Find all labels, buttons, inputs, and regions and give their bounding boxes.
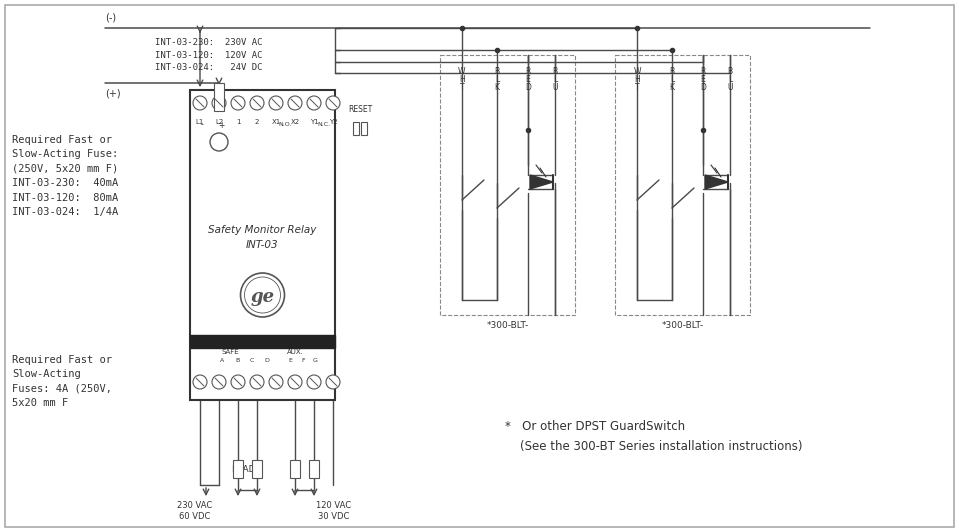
Polygon shape [705,175,728,189]
Text: H: H [634,74,640,84]
Bar [190,335,335,348]
Circle shape [250,375,264,389]
Text: OUTPUTS: OUTPUTS [244,338,281,345]
Text: X2: X2 [291,119,299,125]
Text: L: L [495,74,499,84]
Text: 230 VAC
60 VDC: 230 VAC 60 VDC [177,501,213,521]
Circle shape [231,375,245,389]
Circle shape [326,375,340,389]
Text: L: L [670,74,674,84]
Circle shape [250,96,264,110]
Polygon shape [530,175,553,189]
Text: D: D [526,82,531,92]
Circle shape [307,96,321,110]
Text: R: R [700,66,706,76]
Text: AUX.: AUX. [287,349,303,355]
Text: R: R [526,66,530,76]
Text: Y1: Y1 [310,119,318,125]
Circle shape [288,96,302,110]
Bar [361,122,367,135]
Text: RESET: RESET [348,105,372,114]
Text: T: T [459,82,464,92]
Text: E: E [701,74,706,84]
Text: D: D [265,359,269,363]
Text: N.O.: N.O. [279,122,292,128]
Text: 2: 2 [255,119,259,125]
Text: F: F [301,359,305,363]
Text: W: W [458,66,466,76]
Circle shape [212,375,226,389]
Text: A: A [220,359,224,363]
Bar [233,460,243,478]
Text: L: L [728,74,732,84]
Text: C: C [249,359,254,363]
Bar [615,55,750,315]
Bar [353,122,359,135]
Text: X1: X1 [271,119,281,125]
Text: L1: L1 [196,119,204,125]
Text: U: U [727,82,733,92]
Circle shape [269,96,283,110]
Text: Required Fast or
Slow-Acting
Fuses: 4A (250V,
5x20 mm F: Required Fast or Slow-Acting Fuses: 4A (… [12,355,112,408]
Circle shape [307,375,321,389]
Text: 120 VAC
30 VDC: 120 VAC 30 VDC [316,501,352,521]
Circle shape [269,375,283,389]
Text: G: G [313,359,317,363]
Bar [440,55,575,315]
Text: K: K [669,82,674,92]
Text: E: E [526,74,530,84]
Circle shape [193,375,207,389]
Circle shape [241,273,285,317]
Text: 1: 1 [236,119,241,125]
Circle shape [193,96,207,110]
Text: L: L [553,74,557,84]
Text: U: U [552,82,558,92]
Text: H: H [459,74,465,84]
Text: *   Or other DPST GuardSwitch
    (See the 300-BT Series installation instructio: * Or other DPST GuardSwitch (See the 300… [505,420,803,453]
Text: (-): (-) [105,12,116,22]
Circle shape [288,375,302,389]
Text: B: B [669,66,674,76]
Bar [252,460,262,478]
Text: LOADS: LOADS [231,466,261,475]
Text: *300-BLT-: *300-BLT- [662,320,704,329]
Text: L2: L2 [215,119,223,125]
Text: W: W [633,66,641,76]
Text: INT-03: INT-03 [246,240,279,250]
Text: SAFE: SAFE [222,349,239,355]
Text: -: - [200,121,203,129]
Bar [214,83,224,111]
Bar [290,460,300,478]
Text: N.C.: N.C. [316,122,330,128]
Text: B: B [552,66,557,76]
Text: +: + [218,121,224,129]
Text: T: T [635,82,640,92]
Bar [190,90,335,400]
Text: D: D [700,82,706,92]
Text: Y2: Y2 [329,119,338,125]
Text: Safety Monitor Relay: Safety Monitor Relay [208,225,316,235]
Text: B: B [236,359,240,363]
Text: B: B [728,66,733,76]
Text: B: B [495,66,500,76]
Text: INT-03-230:  230V AC
INT-03-120:  120V AC
INT-03-024:   24V DC: INT-03-230: 230V AC INT-03-120: 120V AC … [155,38,263,72]
Bar [309,460,319,478]
Circle shape [212,96,226,110]
Text: K: K [495,82,500,92]
Text: E: E [288,359,292,363]
Circle shape [210,133,228,151]
Circle shape [326,96,340,110]
Circle shape [231,96,245,110]
Text: Required Fast or
Slow-Acting Fuse:
(250V, 5x20 mm F)
INT-03-230:  40mA
INT-03-12: Required Fast or Slow-Acting Fuse: (250V… [12,135,118,217]
Text: *300-BLT-: *300-BLT- [486,320,528,329]
Circle shape [245,277,280,313]
Text: ge: ge [250,288,274,306]
Text: (+): (+) [105,89,121,99]
